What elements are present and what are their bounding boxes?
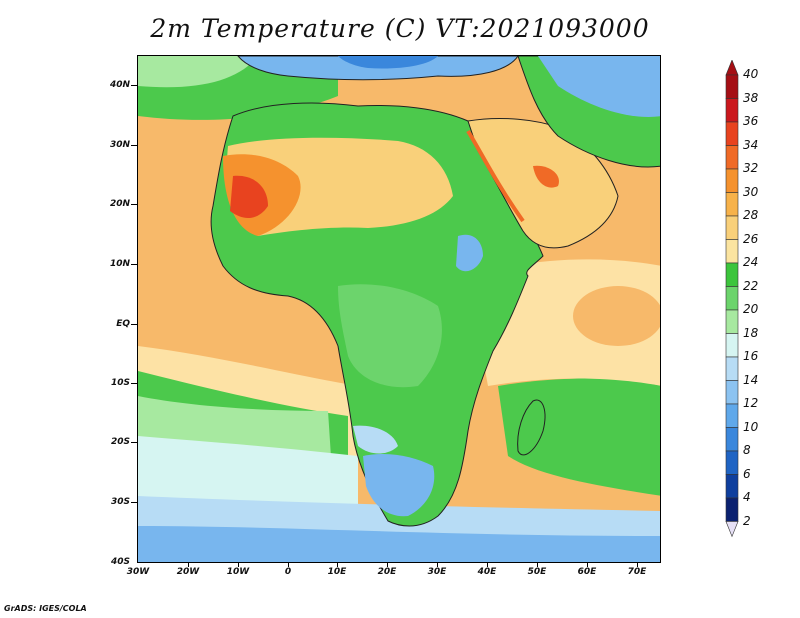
iran-cool xyxy=(538,56,660,117)
madagascar xyxy=(517,399,546,456)
colorbar-cell xyxy=(725,239,739,264)
lat-tickmark xyxy=(131,324,137,325)
colorbar-label: 22 xyxy=(743,278,759,293)
lon-tick-label: 30W xyxy=(126,567,150,577)
lat-tickmark xyxy=(131,264,137,265)
colorbar-label: 30 xyxy=(743,184,759,199)
namibia-cool xyxy=(353,425,398,454)
colorbar-cell xyxy=(725,474,739,499)
central-africa-green xyxy=(338,284,442,388)
lat-tickmark xyxy=(131,204,137,205)
lon-tick-label: 60E xyxy=(577,567,597,577)
europe-cold xyxy=(338,56,438,69)
lat-tick-label: 40N xyxy=(109,80,130,90)
lon-tick-label: 10W xyxy=(226,567,250,577)
lat-tick-label: 10N xyxy=(109,259,130,269)
lon-tickmark xyxy=(637,562,638,567)
lon-tick-label: 20W xyxy=(176,567,200,577)
colorbar-label: 2 xyxy=(743,513,751,528)
colorbar-label: 32 xyxy=(743,161,759,175)
credit-text: GrADS: IGES/COLA xyxy=(4,604,87,613)
red-sea-hot xyxy=(466,129,525,223)
lon-tick-label: 10E xyxy=(327,567,347,577)
colorbar-cell xyxy=(725,309,739,334)
colorbar-cell xyxy=(725,403,739,428)
colorbar-label: 38 xyxy=(743,90,759,105)
colorbar-label: 6 xyxy=(743,466,751,481)
map-title: 2m Temperature (C) VT:2021093000 xyxy=(150,14,650,43)
colorbar-max-arrow xyxy=(725,60,739,76)
colorbar-label: 26 xyxy=(743,231,759,246)
colorbar-cell xyxy=(725,121,739,146)
colorbar-label: 36 xyxy=(743,114,759,128)
colorbar-cell xyxy=(725,356,739,381)
lon-tickmark xyxy=(288,562,289,567)
ocean-warm-pool xyxy=(573,286,660,346)
lon-tick-label: 20E xyxy=(377,567,397,577)
mauritania-hottest xyxy=(230,175,268,218)
lat-tick-label: 30S xyxy=(110,497,130,507)
lon-tickmark xyxy=(587,562,588,567)
ocean-band-south-blue xyxy=(138,526,660,562)
colorbar-label: 10 xyxy=(743,419,759,434)
map-frame xyxy=(137,55,661,563)
lon-tickmark xyxy=(437,562,438,567)
colorbar-cell xyxy=(725,168,739,193)
lon-tickmark xyxy=(387,562,388,567)
colorbar-label: 18 xyxy=(743,325,759,340)
colorbar-cell xyxy=(725,98,739,123)
colorbar xyxy=(725,60,739,538)
colorbar-cell xyxy=(725,427,739,452)
colorbar-label: 24 xyxy=(743,255,759,269)
southern-africa-cool xyxy=(363,454,435,517)
colorbar-label: 16 xyxy=(743,349,759,363)
lon-tickmark xyxy=(487,562,488,567)
colorbar-label: 4 xyxy=(743,490,751,504)
colorbar-cell xyxy=(725,333,739,358)
temperature-map xyxy=(138,56,660,562)
lon-tick-label: 50E xyxy=(527,567,547,577)
colorbar-label: 28 xyxy=(743,208,759,222)
colorbar-cell xyxy=(725,380,739,405)
lat-tick-label: 30N xyxy=(109,140,130,150)
lat-tickmark xyxy=(131,85,137,86)
lon-tickmark xyxy=(188,562,189,567)
lat-tickmark xyxy=(131,383,137,384)
lon-tick-label: 0 xyxy=(284,567,292,577)
colorbar-cell xyxy=(725,286,739,311)
lat-tick-label: 20N xyxy=(109,199,130,209)
lat-tick-label: 10S xyxy=(110,378,130,388)
colorbar-cell xyxy=(725,215,739,240)
lat-tickmark xyxy=(131,145,137,146)
lon-tick-label: 70E xyxy=(627,567,647,577)
colorbar-label: 12 xyxy=(743,396,759,410)
colorbar-cell xyxy=(725,497,739,522)
colorbar-label: 34 xyxy=(743,137,759,152)
lat-tick-label: EQ xyxy=(116,319,130,329)
lon-tick-label: 30E xyxy=(427,567,447,577)
colorbar-cell xyxy=(725,450,739,475)
colorbar-label: 40 xyxy=(743,67,759,81)
persian-gulf-hot xyxy=(533,165,559,188)
lat-tickmark xyxy=(131,502,137,503)
lat-tick-label: 40S xyxy=(110,557,130,567)
colorbar-label: 8 xyxy=(743,443,751,457)
colorbar-cell xyxy=(725,262,739,287)
colorbar-cell xyxy=(725,145,739,170)
colorbar-cell xyxy=(725,74,739,99)
ethiopian-highlands xyxy=(456,234,483,272)
ocean-band-north-lightgreen xyxy=(138,56,258,88)
lon-tickmark xyxy=(537,562,538,567)
colorbar-label: 14 xyxy=(743,372,759,387)
lon-tick-label: 40E xyxy=(477,567,497,577)
colorbar-label: 20 xyxy=(743,302,759,316)
colorbar-min-arrow xyxy=(725,521,739,538)
lon-tickmark xyxy=(337,562,338,567)
lon-tickmark xyxy=(238,562,239,567)
lat-tick-label: 20S xyxy=(110,437,130,447)
lat-tickmark xyxy=(131,442,137,443)
colorbar-cell xyxy=(725,192,739,217)
